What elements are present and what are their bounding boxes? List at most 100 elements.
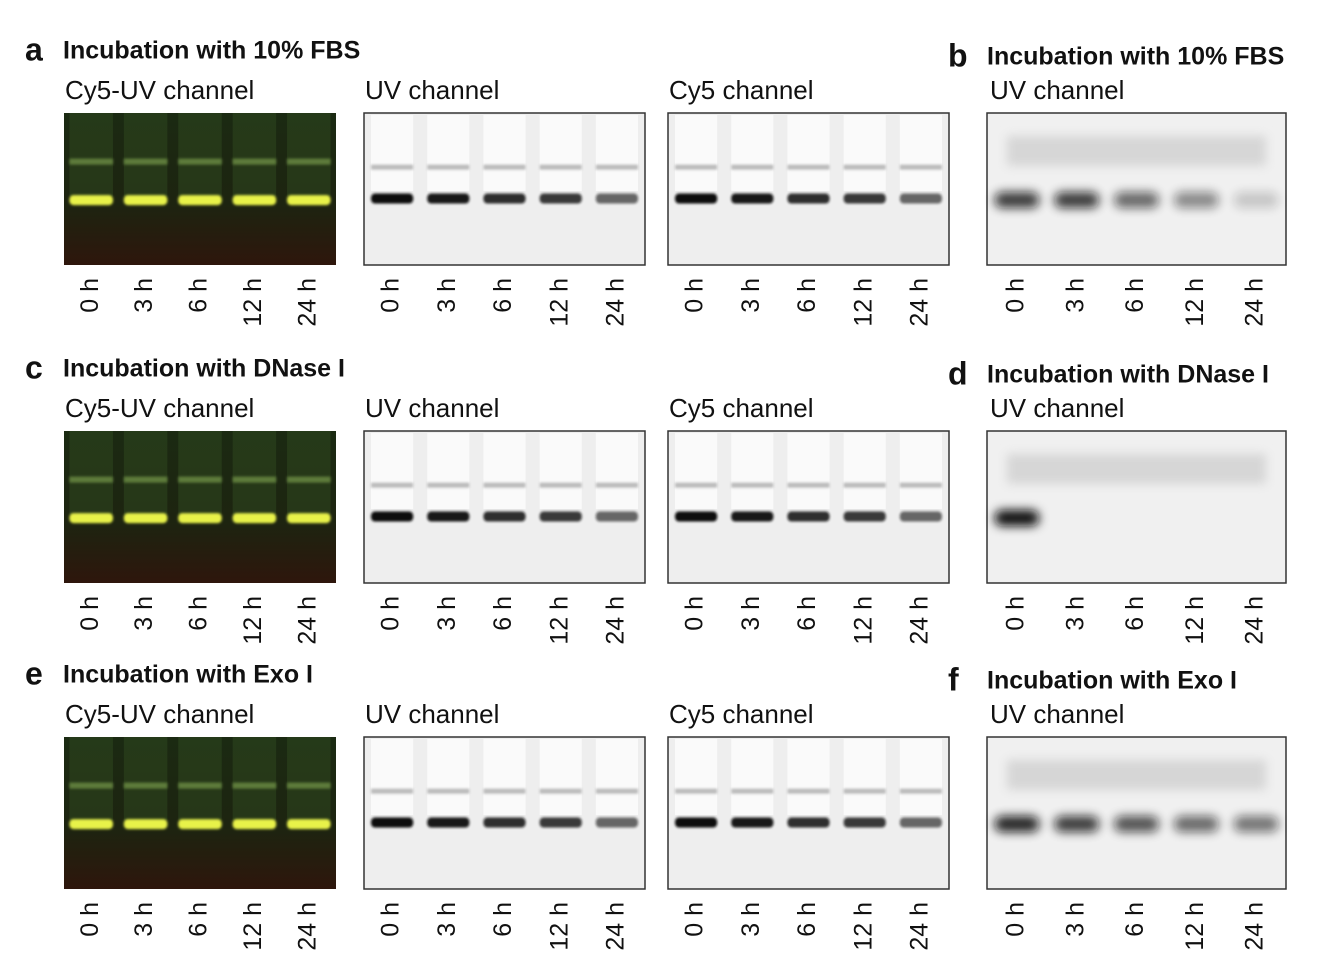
lane-label: 24 h: [293, 596, 321, 645]
lane-well: [675, 739, 718, 815]
faint-band: [427, 788, 470, 794]
gel-image: [363, 112, 646, 266]
channel-label: UV channel: [365, 699, 499, 729]
panel-letter: a: [25, 31, 43, 67]
panel-title: Incubation with 10% FBS: [63, 37, 360, 65]
main-band: [1173, 192, 1219, 209]
smear: [1007, 135, 1266, 166]
lane-label: 0 h: [76, 278, 104, 313]
lane-label: 6 h: [793, 278, 821, 313]
panel-title: Incubation with DNase I: [63, 355, 345, 383]
faint-band: [371, 788, 414, 794]
main-band: [539, 511, 582, 522]
faint-band: [675, 164, 718, 170]
faint-band: [427, 482, 470, 488]
main-band: [843, 817, 886, 828]
lane-well: [123, 113, 168, 197]
lane-label: 24 h: [1241, 278, 1269, 327]
lane-label: 0 h: [76, 902, 104, 937]
lane-label: 3 h: [737, 278, 765, 313]
main-band: [232, 513, 277, 524]
lane-well: [232, 431, 277, 515]
lane-label: 12 h: [239, 596, 267, 645]
lane-well: [731, 739, 774, 815]
lane-label: 0 h: [681, 278, 709, 313]
gel-image: [363, 736, 646, 890]
faint-band: [232, 782, 277, 789]
lane-label: 24 h: [1241, 902, 1269, 951]
lane-well: [731, 433, 774, 509]
lane-label: 6 h: [489, 278, 517, 313]
lane-label: 6 h: [1121, 902, 1149, 937]
lane-well: [843, 433, 886, 509]
faint-band: [427, 164, 470, 170]
lane-label: 12 h: [849, 902, 877, 951]
main-band: [1054, 816, 1100, 833]
lane-well: [178, 431, 222, 515]
lane-label: 0 h: [76, 596, 104, 631]
lane-well: [539, 433, 582, 509]
panel-letter: f: [948, 661, 959, 697]
lane-well: [371, 115, 414, 191]
lane-label: 6 h: [489, 596, 517, 631]
lane-label: 6 h: [1121, 596, 1149, 631]
main-band: [232, 195, 277, 206]
faint-band: [232, 158, 277, 165]
channel-label: Cy5-UV channel: [65, 75, 254, 105]
channel-label: UV channel: [365, 75, 499, 105]
lane-label: 24 h: [906, 596, 934, 645]
faint-band: [69, 782, 113, 789]
faint-band: [899, 164, 942, 170]
main-band: [899, 511, 942, 522]
lane-label: 3 h: [1061, 596, 1089, 631]
faint-band: [675, 482, 718, 488]
main-band: [427, 817, 470, 828]
main-band: [675, 193, 718, 204]
faint-band: [539, 482, 582, 488]
faint-band: [483, 482, 526, 488]
lane-well: [123, 737, 168, 821]
lane-label: 12 h: [545, 902, 573, 951]
faint-band: [899, 482, 942, 488]
faint-band: [123, 158, 168, 165]
lane-well: [69, 431, 113, 515]
channel-label: Cy5-UV channel: [65, 393, 254, 423]
lane-label: 6 h: [793, 902, 821, 937]
main-band: [178, 513, 222, 524]
faint-band: [539, 164, 582, 170]
lane-well: [371, 433, 414, 509]
main-band: [1233, 816, 1279, 833]
lane-well: [675, 433, 718, 509]
lane-well: [287, 431, 331, 515]
faint-band: [287, 476, 331, 483]
main-band: [123, 513, 168, 524]
lane-label: 12 h: [239, 902, 267, 951]
faint-band: [123, 782, 168, 789]
faint-band: [731, 164, 774, 170]
lane-label: 0 h: [681, 902, 709, 937]
lane-label: 3 h: [130, 902, 158, 937]
gel-image: [986, 430, 1287, 584]
lane-label: 24 h: [1241, 596, 1269, 645]
lane-label: 3 h: [737, 596, 765, 631]
main-band: [539, 193, 582, 204]
lane-label: 0 h: [1002, 596, 1030, 631]
lane-label: 24 h: [906, 902, 934, 951]
faint-band: [69, 476, 113, 483]
main-band: [731, 817, 774, 828]
lane-label: 0 h: [377, 902, 405, 937]
lane-label: 0 h: [1002, 902, 1030, 937]
main-band: [787, 817, 830, 828]
faint-band: [731, 788, 774, 794]
lane-well: [427, 739, 470, 815]
lane-well: [843, 115, 886, 191]
lane-label: 24 h: [602, 596, 630, 645]
channel-label: UV channel: [990, 699, 1124, 729]
main-band: [123, 195, 168, 206]
panel-title: Incubation with Exo I: [987, 667, 1237, 695]
main-band: [675, 511, 718, 522]
lane-label: 12 h: [849, 278, 877, 327]
lane-label: 6 h: [185, 278, 213, 313]
main-band: [1054, 192, 1100, 209]
channel-label: UV channel: [365, 393, 499, 423]
